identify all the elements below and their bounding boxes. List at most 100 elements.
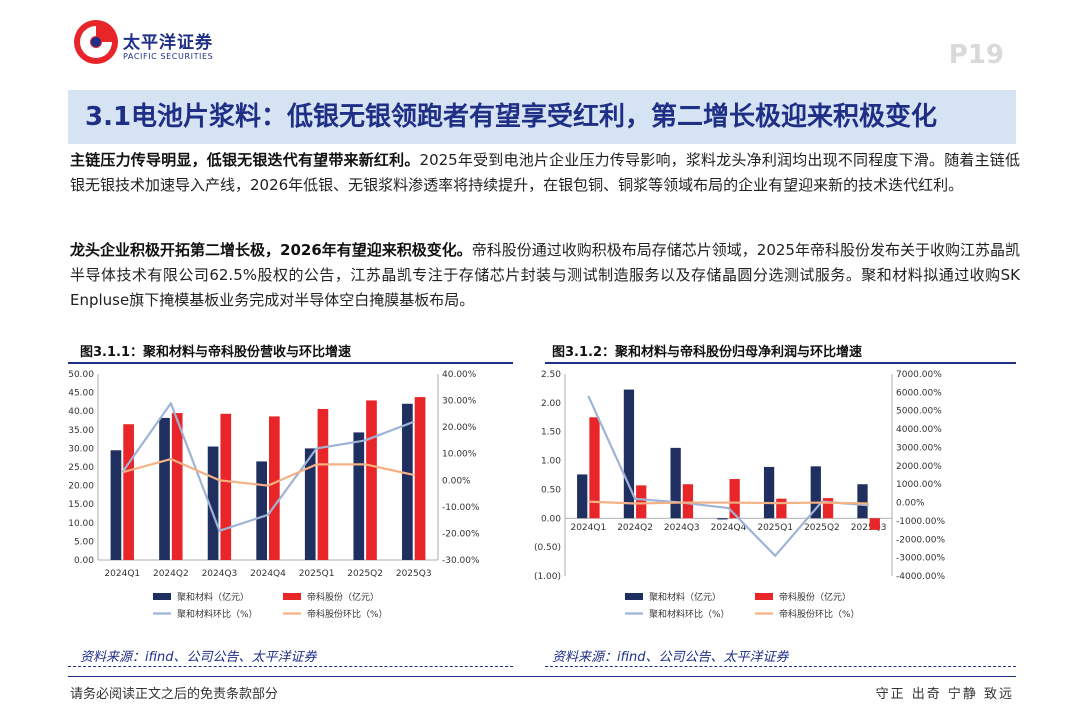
- chart-2-right-tick: 6000.00%: [896, 388, 942, 398]
- chart-2-left-tick: (0.50): [534, 543, 561, 553]
- chart-2-right-tick: -1000.00%: [896, 517, 945, 527]
- chart-2-right-tick: -3000.00%: [896, 554, 945, 564]
- chart-2: (1.00) (0.50) 0.00 0.50 1.00 1.50 2.00 2.50 -400…: [534, 370, 946, 620]
- chart-2-bar-dike: [776, 498, 787, 519]
- chart-2-left-tick: 2.50: [541, 370, 561, 380]
- chart-2-bar-juhe: [763, 466, 775, 519]
- chart-1-right-tick: 20.00%: [442, 423, 477, 433]
- figure-1-top-rule: [68, 362, 513, 364]
- logo-text-cn: 太平洋证券: [123, 33, 213, 53]
- chart-1-right-tick: 0.00%: [442, 476, 471, 486]
- chart-2-bar-dike: [589, 417, 600, 519]
- chart-2-legend-label: 帝科股份（亿元）: [779, 591, 851, 603]
- footer-rule: [68, 676, 1016, 677]
- paragraph-1: 主链压力传导明显，低银无银迭代有望带来新红利。2025年受到电池片企业压力传导影…: [70, 148, 1020, 198]
- chart-2-right-tick: 1000.00%: [896, 480, 942, 490]
- chart-1-category-label: 2024Q1: [104, 569, 140, 579]
- page-number: P19: [948, 40, 1004, 70]
- figure-2-bottom-rule: [545, 666, 1016, 667]
- chart-1-left-tick: 35.00: [68, 426, 94, 436]
- chart-1-right-tick: -10.00%: [442, 503, 480, 513]
- paragraph-1-body: 2025年受到电池片企业压力传导影响，浆料龙头净利润均出现不同程度下滑。随着主链…: [70, 151, 1020, 194]
- chart-1-left-tick: 5.00: [74, 537, 94, 547]
- chart-2-category-label: 2025Q3: [851, 523, 887, 533]
- chart-2-right-tick: 4000.00%: [896, 425, 942, 435]
- chart-1-bar-dike: [171, 413, 183, 560]
- figure-2-top-rule: [545, 362, 1016, 364]
- chart-1-bar-juhe: [256, 461, 267, 560]
- chart-1-right-tick: 10.00%: [442, 450, 477, 460]
- chart-2-bar-dike: [869, 518, 880, 530]
- chart-1-line-juhe: [121, 402, 415, 532]
- chart-1-right-tick: -20.00%: [442, 529, 480, 539]
- chart-2-legend-swatch: [755, 593, 773, 600]
- chart-1-category-label: 2025Q1: [299, 569, 335, 579]
- chart-2-bar-juhe: [577, 474, 588, 519]
- chart-2-legend-swatch: [625, 593, 643, 600]
- chart-1-bar-dike: [366, 400, 377, 560]
- chart-1-bar-juhe: [304, 448, 316, 560]
- chart-1-legend-swatch: [153, 593, 171, 600]
- figure-2-title: 图3.1.2：聚和材料与帝科股份归母净利润与环比增速: [552, 345, 863, 360]
- chart-1-line-dike: [121, 457, 414, 487]
- chart-1-bar-dike: [414, 397, 426, 560]
- chart-1-legend-label: 聚和材料（亿元）: [177, 591, 249, 603]
- chart-2-left-tick: 0.50: [541, 485, 561, 495]
- chart-1-left-tick: 50.00: [68, 370, 94, 380]
- chart-2-left-tick: 1.50: [541, 428, 561, 438]
- figure-1-bottom-rule: [68, 666, 513, 667]
- chart-2-right-tick: -2000.00%: [896, 535, 945, 545]
- chart-1-left-tick: 15.00: [68, 500, 94, 510]
- chart-2-category-label: 2024Q1: [570, 523, 606, 533]
- figure-1-source: 资料来源：ifind、公司公告、太平洋证券: [80, 650, 317, 665]
- chart-1-left-tick: 10.00: [68, 519, 94, 529]
- chart-1-left-tick: 40.00: [68, 407, 94, 417]
- chart-2-right-tick: 5000.00%: [896, 407, 942, 417]
- chart-2-left-tick: 2.00: [541, 399, 561, 409]
- chart-2-category-label: 2024Q4: [711, 523, 747, 533]
- chart-1-category-label: 2024Q3: [202, 569, 238, 579]
- chart-1-right-tick: 30.00%: [442, 397, 477, 407]
- chart-2-right-tick: 2000.00%: [896, 462, 942, 472]
- chart-2-category-label: 2025Q1: [757, 523, 793, 533]
- logo-mark-icon: [74, 20, 118, 64]
- chart-2-bar-dike: [636, 485, 647, 519]
- chart-1-left-tick: 30.00: [68, 444, 94, 454]
- figure-1-title: 图3.1.1：聚和材料与帝科股份营收与环比增速: [80, 345, 352, 360]
- chart-2-category-label: 2024Q2: [617, 523, 653, 533]
- chart-1-bar-dike: [123, 424, 134, 560]
- footer-disclaimer: 请务必阅读正文之后的免责条款部分: [70, 687, 279, 702]
- chart-2-category-label: 2025Q2: [804, 523, 840, 533]
- chart-1-right-tick: 40.00%: [442, 370, 477, 380]
- chart-1-left-tick: 0.00: [74, 556, 94, 566]
- chart-2-bar-dike: [682, 484, 694, 519]
- chart-2-left-tick: (1.00): [534, 572, 561, 582]
- paragraph-2: 龙头企业积极开拓第二增长极，2026年有望迎来积极变化。帝科股份通过收购积极布局…: [70, 238, 1020, 313]
- chart-1-left-tick: 20.00: [68, 482, 94, 492]
- chart-1-legend-label: 帝科股份（亿元）: [307, 591, 379, 603]
- paragraph-2-body: 帝科股份通过收购积极布局存储芯片领域，2025年帝科股份发布关于收购江苏晶凯半导…: [70, 241, 1020, 309]
- company-logo: [66, 16, 236, 68]
- chart-2-bar-juhe: [810, 466, 821, 519]
- chart-2-right-tick: 3000.00%: [896, 443, 942, 453]
- chart-2-legend-label: 聚和材料（亿元）: [649, 591, 721, 603]
- chart-1-category-label: 2025Q3: [396, 569, 432, 579]
- paragraph-1-lead: 主链压力传导明显，低银无银迭代有望带来新红利。: [70, 151, 420, 169]
- chart-2-line-dike: [588, 500, 869, 505]
- title-bar: [68, 90, 1016, 144]
- chart-2-bar-juhe: [857, 484, 868, 519]
- chart-1-bar-juhe: [207, 446, 219, 560]
- paragraph-2-lead: 龙头企业积极开拓第二增长极，2026年有望迎来积极变化。: [70, 241, 472, 259]
- chart-2-bar-juhe: [623, 389, 635, 519]
- chart-1-bar-dike: [269, 416, 280, 560]
- chart-1-bar-juhe: [402, 403, 413, 560]
- chart-1-bar-juhe: [159, 417, 170, 560]
- chart-1-right-tick: -30.00%: [442, 556, 480, 566]
- chart-1-legend-swatch: [283, 593, 301, 600]
- logo-text-en: PACIFIC SECURITIES: [123, 52, 214, 61]
- chart-2-legend-label: 聚和材料环比（%）: [649, 608, 730, 620]
- chart-2-bar-juhe: [670, 447, 681, 519]
- figure-2-source: 资料来源：ifind、公司公告、太平洋证券: [552, 650, 789, 665]
- chart-1-legend-label: 帝科股份环比（%）: [307, 608, 388, 620]
- chart-2-left-tick: 1.00: [541, 457, 561, 467]
